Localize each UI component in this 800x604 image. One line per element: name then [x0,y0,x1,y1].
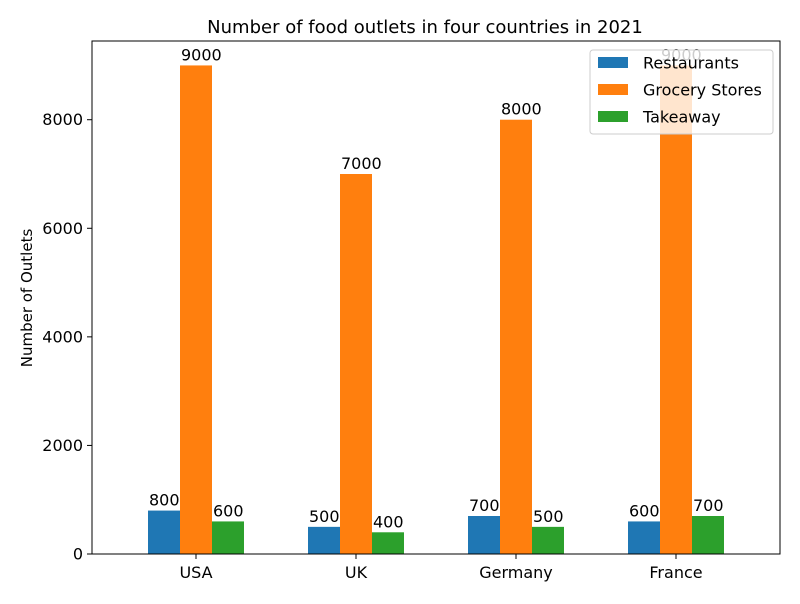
legend-swatch [598,57,628,68]
bar [692,516,724,554]
x-tick-label: Germany [479,563,553,582]
legend: Restaurants Grocery Stores Takeaway [589,49,774,135]
bar [340,174,372,554]
data-label: 500 [309,507,340,526]
bar [660,65,692,555]
data-label: 400 [373,512,404,531]
data-label: 600 [213,501,244,520]
y-tick-label: 2000 [42,436,83,455]
data-label: 7000 [341,154,382,173]
bar [532,526,564,554]
data-label: 500 [533,507,564,526]
legend-label: Grocery Stores [643,81,762,100]
chart-title: Number of food outlets in four countries… [207,17,643,38]
y-tick-label: 0 [73,545,83,564]
x-tick-label: UK [345,563,368,582]
data-label: 8000 [501,100,542,119]
x-tick-label: France [649,563,702,582]
plot-frame [91,40,781,555]
bar [308,526,340,554]
y-tick-label: 4000 [42,327,83,346]
legend-label: Restaurants [643,54,739,73]
data-label: 800 [149,491,180,510]
bar [180,65,212,555]
bar [148,510,180,554]
plot-area: 8005007006009000700080009000600400500700… [42,40,781,582]
data-label: 600 [629,501,660,520]
legend-label: Takeaway [642,108,721,127]
bar [212,521,244,554]
bar [500,119,532,555]
x-tick-label: USA [179,563,212,582]
data-label: 700 [693,496,724,515]
bar [628,521,660,554]
bar [372,532,404,554]
legend-swatch [598,84,628,95]
bar [468,516,500,554]
legend-box [589,49,774,135]
data-label: 9000 [181,45,222,64]
y-axis-label: Number of Outlets [18,229,36,368]
y-tick-label: 6000 [42,219,83,238]
legend-swatch [598,111,628,122]
y-tick-label: 8000 [42,110,83,129]
data-label: 700 [469,496,500,515]
